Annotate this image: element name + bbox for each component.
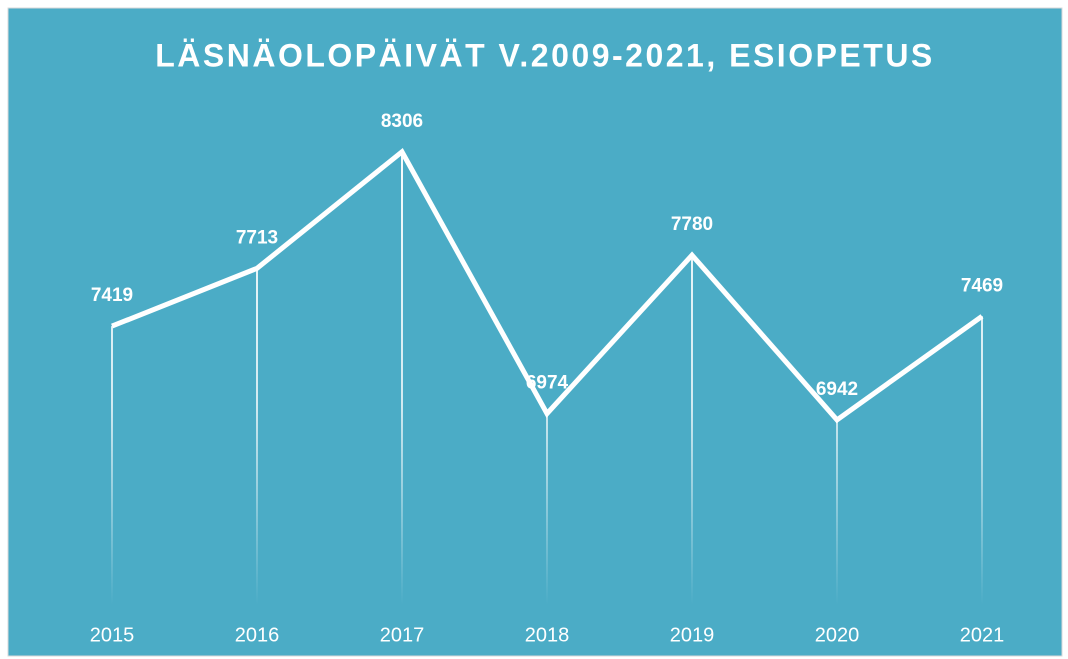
x-tick-label: 2018 <box>525 624 570 646</box>
data-label: 8306 <box>381 111 423 132</box>
x-tick-label: 2017 <box>380 624 425 646</box>
x-tick-label: 2020 <box>815 624 860 646</box>
x-tick-label: 2021 <box>960 624 1005 646</box>
data-label: 6942 <box>816 379 858 400</box>
data-label: 7713 <box>236 227 278 248</box>
x-tick-label: 2016 <box>235 624 280 646</box>
data-label: 7780 <box>671 214 713 235</box>
x-tick-label: 2019 <box>670 624 715 646</box>
data-line <box>111 147 984 424</box>
x-tick-label: 2015 <box>90 624 135 646</box>
data-label: 6974 <box>526 373 569 394</box>
data-label: 7419 <box>91 285 133 306</box>
chart-title: LÄSNÄOLOPÄIVÄT V.2009-2021, ESIOPETUS <box>155 37 935 73</box>
data-label: 7469 <box>961 275 1003 296</box>
chart-background <box>7 7 1063 657</box>
